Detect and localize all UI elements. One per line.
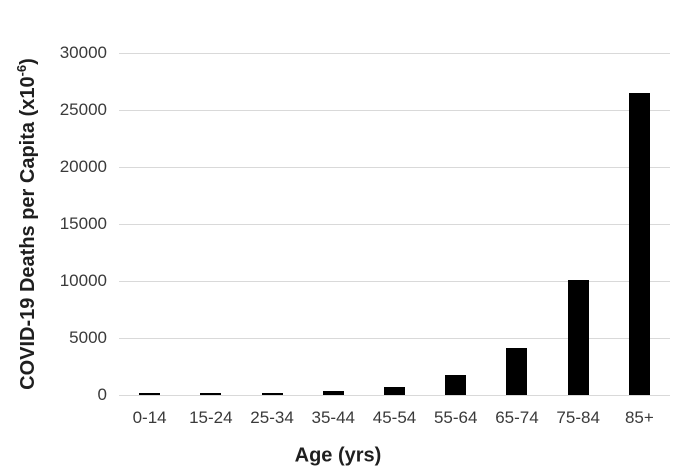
- x-tick-label-65-74: 65-74: [495, 408, 539, 427]
- bar-75-84: [567, 279, 589, 395]
- y-tick-label-30000: 30000: [59, 43, 107, 62]
- y-tick-label-20000: 20000: [59, 157, 107, 176]
- y-axis-title: COVID-19 Deaths per Capita (x10-6): [14, 58, 40, 390]
- y-axis-title-text: COVID-19 Deaths per Capita (x10: [16, 76, 39, 390]
- y-tick-label-15000: 15000: [59, 214, 107, 233]
- bar-35-44: [322, 391, 344, 395]
- x-tick-label-85+: 85+: [624, 408, 654, 427]
- x-tick-label-25-34: 25-34: [250, 408, 294, 427]
- y-axis-title-close-paren: ): [16, 58, 39, 65]
- gridline-0: [119, 394, 670, 396]
- x-tick-label-45-54: 45-54: [372, 408, 417, 427]
- y-tick-label-0: 0: [97, 385, 107, 404]
- gridline-5000: [119, 337, 670, 339]
- gridline-10000: [119, 280, 670, 282]
- gridline-25000: [119, 109, 670, 111]
- bar-15-24: [200, 393, 222, 395]
- bar-55-64: [445, 375, 467, 395]
- y-axis-title-superscript: -6: [14, 64, 30, 77]
- x-tick-label-0-14: 0-14: [132, 408, 167, 427]
- gridline-15000: [119, 223, 670, 225]
- y-tick-label-10000: 10000: [59, 271, 107, 290]
- bar-85+: [628, 92, 650, 395]
- x-tick-label-35-44: 35-44: [311, 408, 356, 427]
- gridline-20000: [119, 166, 670, 168]
- x-tick-label-75-84: 75-84: [556, 408, 600, 427]
- bar-65-74: [506, 347, 528, 395]
- y-tick-label-25000: 25000: [59, 100, 107, 119]
- x-tick-label-55-64: 55-64: [433, 408, 478, 427]
- bar-45-54: [384, 387, 405, 395]
- x-tick-label-15-24: 15-24: [189, 408, 233, 427]
- x-axis-title: Age (yrs): [294, 444, 382, 467]
- y-tick-label-5000: 5000: [69, 328, 107, 347]
- gridline-30000: [119, 52, 670, 54]
- bar-0-14: [139, 393, 161, 395]
- bar-25-34: [261, 393, 283, 395]
